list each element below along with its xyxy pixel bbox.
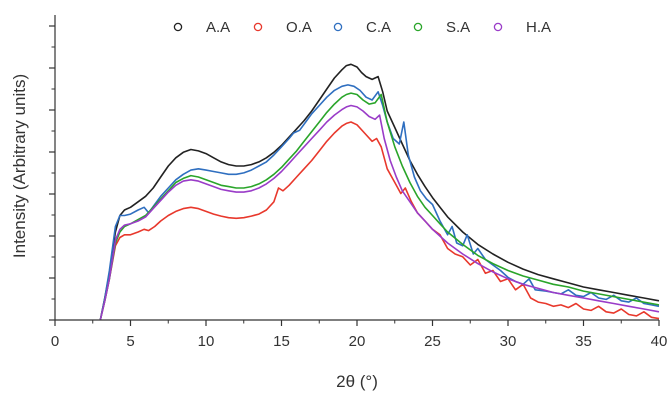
legend-label: H.A xyxy=(526,19,551,36)
x-ticks: 0 5 10 15 20 25 30 35 40 xyxy=(51,320,668,350)
legend-marker xyxy=(493,22,503,32)
series-line-o-a xyxy=(99,121,660,321)
x-tick-label: 15 xyxy=(273,333,290,350)
y-axis-label: Intensity (Arbitrary units) xyxy=(10,74,29,258)
x-tick-label: 10 xyxy=(198,333,215,350)
series-line-h-a xyxy=(99,104,660,321)
x-tick-label: 35 xyxy=(575,333,592,350)
x-tick-label: 25 xyxy=(424,333,441,350)
legend-marker xyxy=(253,22,263,32)
x-tick-label: 30 xyxy=(500,333,517,350)
legend-label: A.A xyxy=(206,19,230,36)
legend-label: O.A xyxy=(286,19,312,36)
axes-layer: 0 5 10 15 20 25 30 35 40 xyxy=(49,15,667,350)
legend-label: C.A xyxy=(366,19,391,36)
series-line-s-a xyxy=(99,92,660,321)
x-tick-label: 0 xyxy=(51,333,59,350)
legend-marker xyxy=(173,22,183,32)
x-tick-label: 40 xyxy=(651,333,668,350)
legend: A.A O.A C.A S.A H.A xyxy=(173,19,551,36)
legend-label: S.A xyxy=(446,19,470,36)
legend-marker xyxy=(333,22,343,32)
x-tick-label: 5 xyxy=(126,333,134,350)
x-tick-label: 20 xyxy=(349,333,366,350)
series-layer xyxy=(99,63,660,321)
y-ticks xyxy=(49,25,55,321)
series-line-a-a xyxy=(99,63,660,321)
legend-marker xyxy=(413,22,423,32)
x-axis-label: 2θ (°) xyxy=(336,372,378,391)
